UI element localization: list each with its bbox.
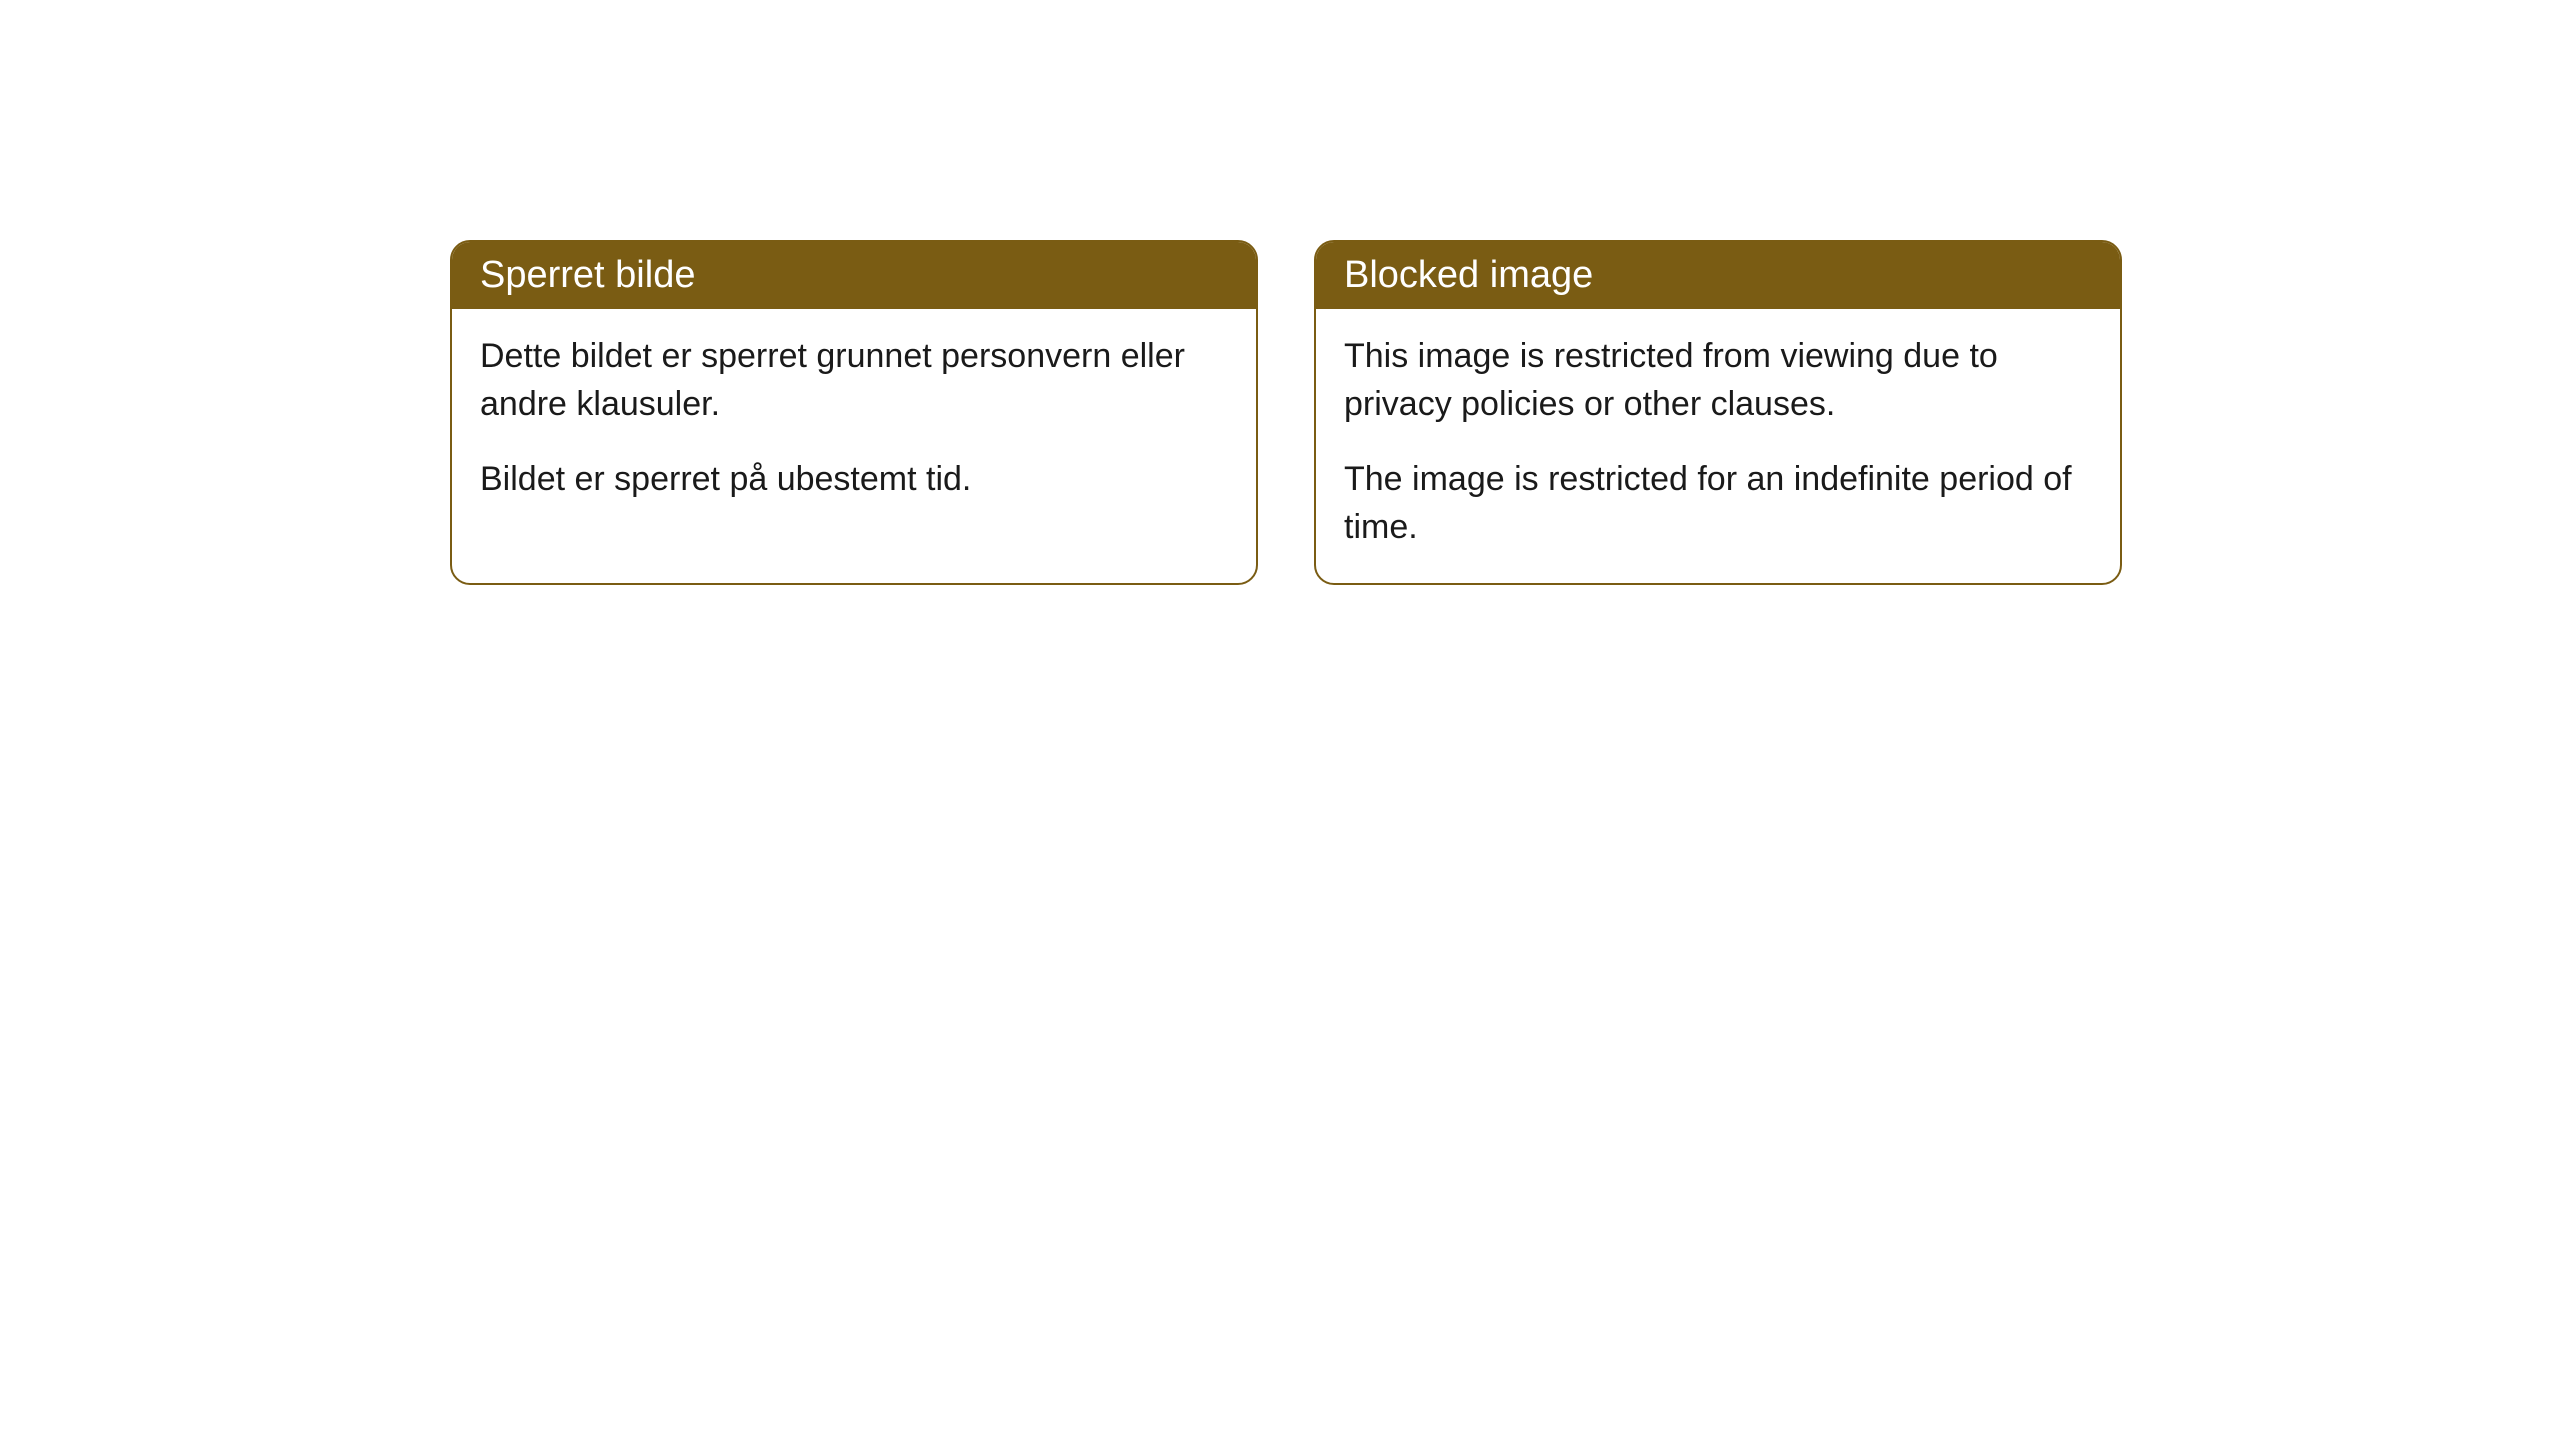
card-paragraph-1-norwegian: Dette bildet er sperret grunnet personve…	[480, 333, 1228, 428]
card-english: Blocked image This image is restricted f…	[1314, 240, 2122, 585]
card-header-english: Blocked image	[1316, 242, 2120, 309]
card-body-norwegian: Dette bildet er sperret grunnet personve…	[452, 309, 1256, 536]
card-paragraph-2-english: The image is restricted for an indefinit…	[1344, 456, 2092, 551]
card-title-norwegian: Sperret bilde	[480, 254, 695, 296]
card-header-norwegian: Sperret bilde	[452, 242, 1256, 309]
card-body-english: This image is restricted from viewing du…	[1316, 309, 2120, 583]
card-paragraph-2-norwegian: Bildet er sperret på ubestemt tid.	[480, 456, 1228, 504]
cards-container: Sperret bilde Dette bildet er sperret gr…	[450, 240, 2560, 585]
card-norwegian: Sperret bilde Dette bildet er sperret gr…	[450, 240, 1258, 585]
card-title-english: Blocked image	[1344, 254, 1593, 296]
card-paragraph-1-english: This image is restricted from viewing du…	[1344, 333, 2092, 428]
